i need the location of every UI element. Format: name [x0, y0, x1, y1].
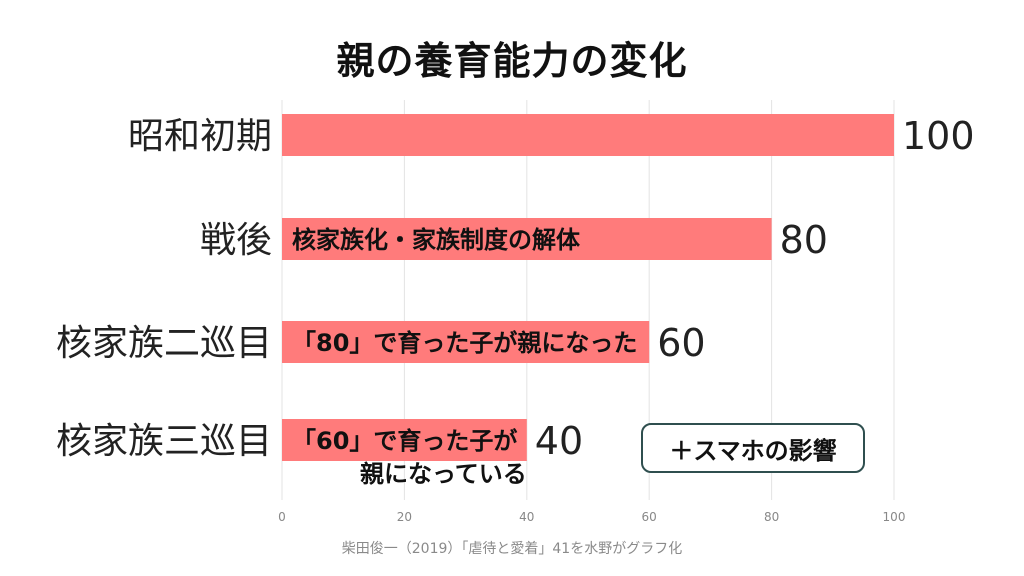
x-tick-label: 20 — [397, 510, 412, 524]
value-label: 60 — [657, 321, 705, 365]
bar-annotation: 親になっている — [360, 460, 527, 488]
value-label: 80 — [780, 218, 828, 262]
x-tick-label: 0 — [278, 510, 286, 524]
category-label: 核家族三巡目 — [56, 421, 272, 462]
value-label: 100 — [902, 114, 975, 158]
bar — [282, 218, 772, 260]
bar — [282, 419, 527, 461]
chart-title: 親の養育能力の変化 — [336, 39, 688, 83]
category-label: 戦後 — [200, 220, 272, 261]
bar — [282, 321, 650, 363]
bar-annotation: 「60」で育った子が — [292, 427, 517, 455]
category-label: 昭和初期 — [128, 116, 272, 157]
bar-annotation: 核家族化・家族制度の解体 — [292, 226, 581, 254]
callout-box: ＋スマホの影響 — [641, 423, 865, 473]
callout-text: ＋スマホの影響 — [669, 436, 837, 465]
source-caption: 柴田俊一（2019）「虐待と愛着」41を水野がグラフ化 — [341, 541, 683, 557]
x-tick-label: 80 — [764, 510, 779, 524]
value-label: 40 — [535, 419, 583, 463]
x-tick-label: 40 — [519, 510, 534, 524]
bar-annotation: 「80」で育った子が親になった — [292, 329, 637, 357]
bar — [282, 114, 894, 156]
x-tick-label: 100 — [883, 510, 906, 524]
category-label: 核家族二巡目 — [56, 323, 272, 364]
x-tick-label: 60 — [642, 510, 657, 524]
